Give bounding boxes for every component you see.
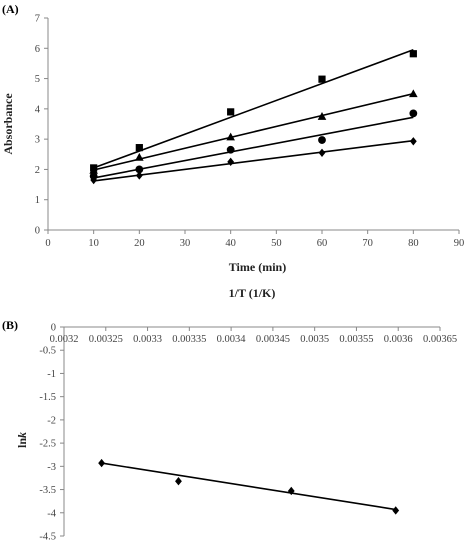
x-tick-label: 0.00365 <box>423 334 457 345</box>
y-tick-label: 2 <box>35 165 40 176</box>
x-tick-label: 10 <box>88 238 99 249</box>
circle-data-point <box>318 136 326 144</box>
y-tick-label: -2.5 <box>39 439 56 450</box>
y-axis-title: lnk <box>15 432 29 448</box>
x-axis-title: 1/T (1/K) <box>229 286 276 300</box>
y-tick-label: 0 <box>51 323 56 334</box>
y-axis-title: Absorbance <box>1 93 15 155</box>
panel-label-a: (A) <box>2 2 19 16</box>
x-tick-label: 60 <box>317 238 328 249</box>
trend-line-square <box>93 49 414 169</box>
x-tick-label: 80 <box>408 238 419 249</box>
x-tick-label: 20 <box>134 238 145 249</box>
y-tick-label: 6 <box>35 44 40 55</box>
y-tick-label: 3 <box>35 135 40 146</box>
circle-data-point <box>135 165 144 174</box>
square-data-point <box>227 108 235 116</box>
diamond-data-point <box>287 486 295 496</box>
diamond-data-point <box>318 148 326 157</box>
x-tick-label: 0.00345 <box>256 334 290 345</box>
diamond-data-point <box>175 476 182 486</box>
square-data-point <box>318 75 326 83</box>
y-axis-title-variable: k <box>15 432 29 438</box>
triangle-data-point <box>89 165 98 174</box>
diamond-data-point <box>392 506 400 515</box>
square-data-point <box>409 50 417 58</box>
y-tick-label: 1 <box>35 195 40 206</box>
y-tick-label: 7 <box>35 14 40 25</box>
x-tick-label: 70 <box>362 238 373 249</box>
x-tick-label: 0 <box>45 238 50 249</box>
y-tick-label: 0 <box>35 226 40 237</box>
diamond-data-point <box>135 171 143 180</box>
trend-line-circle <box>93 116 414 179</box>
triangle-data-point <box>135 152 144 161</box>
y-tick-label: -2 <box>47 415 56 426</box>
trend-line-triangle <box>93 92 414 171</box>
y-tick-label: -1.5 <box>39 392 56 403</box>
diamond-data-point <box>409 137 417 146</box>
triangle-data-point <box>409 89 418 98</box>
circle-data-point <box>409 109 418 118</box>
y-tick-label: -1 <box>47 369 56 380</box>
x-tick-label: 0.0033 <box>133 334 162 345</box>
diamond-data-point <box>90 175 98 185</box>
x-tick-label: 0.00335 <box>172 334 206 345</box>
diamond-data-point <box>98 458 105 468</box>
y-tick-label: -4.5 <box>39 532 56 543</box>
trend-line-diamond <box>93 139 414 182</box>
x-tick-label: 0.0034 <box>217 334 247 345</box>
panel-label-b: (B) <box>2 318 18 332</box>
trend-line <box>101 462 396 511</box>
diamond-data-point <box>227 157 235 167</box>
x-tick-label: 0.0032 <box>50 334 79 345</box>
x-tick-label: 0.00325 <box>89 334 123 345</box>
y-tick-label: 4 <box>35 104 41 115</box>
y-tick-label: -4 <box>47 508 56 519</box>
x-tick-label: 50 <box>271 238 282 249</box>
x-tick-label: 40 <box>225 238 236 249</box>
x-tick-label: 0.0036 <box>384 334 413 345</box>
x-tick-label: 0.00355 <box>339 334 373 345</box>
y-axis-title-prefix: ln <box>15 438 29 448</box>
triangle-data-point <box>226 132 235 141</box>
x-tick-label: 0.0035 <box>300 334 329 345</box>
y-tick-label: -0.5 <box>39 346 56 357</box>
triangle-data-point <box>317 112 327 120</box>
x-tick-label: 90 <box>454 238 465 249</box>
x-axis-title: Time (min) <box>229 260 286 274</box>
y-tick-label: -3.5 <box>39 485 56 496</box>
circle-data-point <box>226 145 235 154</box>
x-tick-label: 30 <box>180 238 191 249</box>
y-tick-label: -3 <box>47 462 56 473</box>
square-data-point <box>135 144 143 152</box>
y-tick-label: 5 <box>35 74 40 85</box>
